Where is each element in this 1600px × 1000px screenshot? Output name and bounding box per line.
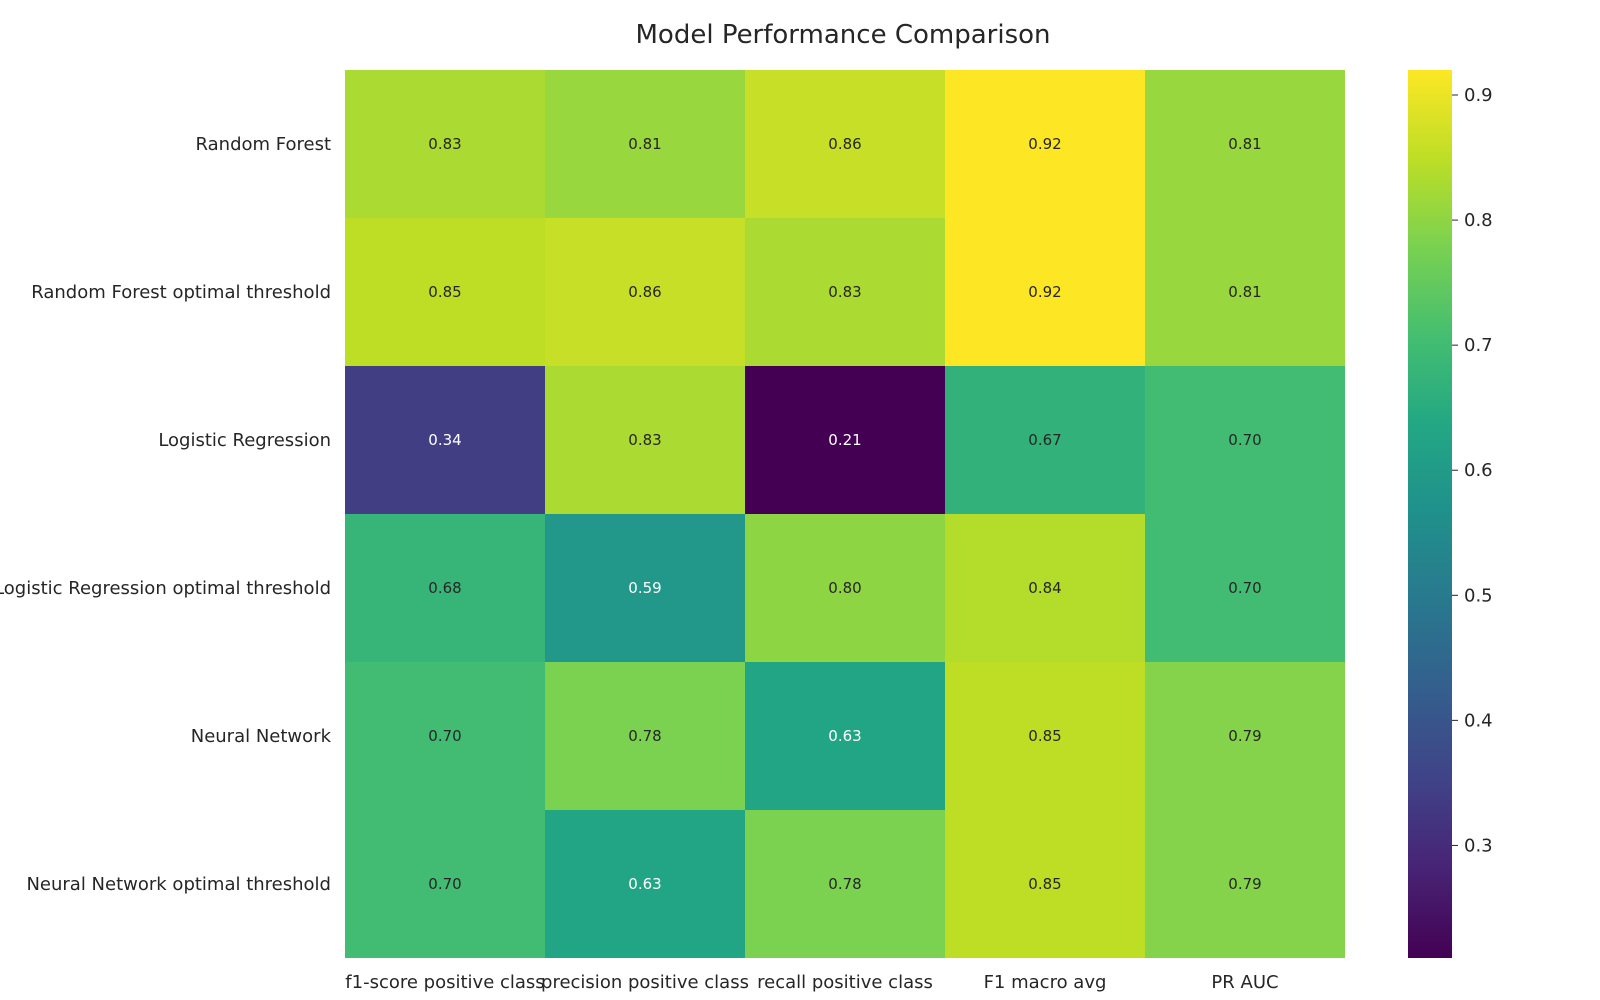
cell-value-label: 0.78 [628, 727, 661, 745]
heatmap-cell [1145, 218, 1345, 366]
heatmap-cell [945, 366, 1145, 514]
cell-value-label: 0.84 [1028, 579, 1061, 597]
heatmap-cell [1145, 514, 1345, 662]
cell-value-label: 0.81 [628, 135, 661, 153]
heatmap-cell [745, 218, 945, 366]
cell-value-label: 0.83 [628, 431, 661, 449]
colorbar-tick-label: 0.9 [1464, 85, 1493, 106]
cell-value-label: 0.21 [828, 431, 861, 449]
heatmap-cell [745, 662, 945, 810]
heatmap-cell [545, 514, 745, 662]
cell-value-label: 0.83 [828, 283, 861, 301]
column-label: recall positive class [757, 972, 933, 993]
heatmap-cell [545, 662, 745, 810]
heatmap-cell [345, 70, 545, 218]
row-label: Logistic Regression [158, 430, 331, 451]
row-labels: Random Forest Random Forest optimal thres… [0, 134, 332, 895]
cell-value-label: 0.92 [1028, 283, 1061, 301]
cell-value-label: 0.81 [1228, 135, 1261, 153]
cell-value-label: 0.70 [1228, 431, 1261, 449]
cell-value-label: 0.78 [828, 875, 861, 893]
heatmap-cell [1145, 366, 1345, 514]
heatmap-cell [945, 218, 1145, 366]
column-label: precision positive class [541, 972, 749, 993]
heatmap-cell [345, 810, 545, 958]
heatmap-cell [545, 70, 745, 218]
cell-value-label: 0.70 [428, 727, 461, 745]
colorbar-tick-label: 0.6 [1464, 460, 1493, 481]
row-label: Neural Network [191, 726, 332, 747]
heatmap-cell [1145, 662, 1345, 810]
cell-value-label: 0.79 [1228, 875, 1261, 893]
colorbar-gradient [1408, 70, 1452, 958]
colorbar: 0.3 0.4 0.5 0.6 0.7 0.8 0.9 [1408, 70, 1493, 958]
heatmap-cells: 0.83 0.81 0.86 0.92 0.81 0.85 0.86 0.83 0.92 0.81… [345, 70, 1345, 958]
heatmap-cell [945, 514, 1145, 662]
heatmap-cell [745, 366, 945, 514]
cell-value-label: 0.80 [828, 579, 861, 597]
cell-value-label: 0.68 [428, 579, 461, 597]
cell-value-label: 0.83 [428, 135, 461, 153]
heatmap-cell [745, 514, 945, 662]
colorbar-tick-label: 0.4 [1464, 710, 1493, 731]
row-label: Random Forest [196, 134, 331, 155]
heatmap-cell [1145, 70, 1345, 218]
column-label: f1-score positive class [345, 972, 544, 993]
cell-value-label: 0.34 [428, 431, 461, 449]
heatmap-cell [945, 70, 1145, 218]
heatmap-cell [945, 810, 1145, 958]
heatmap-cell [545, 810, 745, 958]
heatmap-cell [545, 218, 745, 366]
row-label: Logistic Regression optimal threshold [0, 578, 331, 599]
cell-value-label: 0.59 [628, 579, 661, 597]
row-label: Neural Network optimal threshold [26, 874, 331, 895]
cell-value-label: 0.85 [1028, 875, 1061, 893]
heatmap-cell [345, 662, 545, 810]
heatmap-cell [345, 218, 545, 366]
cell-value-label: 0.85 [428, 283, 461, 301]
cell-value-label: 0.79 [1228, 727, 1261, 745]
heatmap-cell [745, 810, 945, 958]
heatmap-cell [345, 514, 545, 662]
cell-value-label: 0.86 [828, 135, 861, 153]
colorbar-tick-label: 0.5 [1464, 585, 1493, 606]
cell-value-label: 0.81 [1228, 283, 1261, 301]
cell-value-label: 0.67 [1028, 431, 1061, 449]
cell-value-label: 0.70 [428, 875, 461, 893]
colorbar-tick-label: 0.7 [1464, 335, 1493, 356]
colorbar-tick-label: 0.3 [1464, 835, 1493, 856]
cell-value-label: 0.85 [1028, 727, 1061, 745]
heatmap-cell [345, 366, 545, 514]
cell-value-label: 0.63 [628, 875, 661, 893]
cell-value-label: 0.86 [628, 283, 661, 301]
heatmap-cell [745, 70, 945, 218]
colorbar-tick-label: 0.8 [1464, 210, 1493, 231]
heatmap-cell [545, 366, 745, 514]
column-label: PR AUC [1211, 972, 1278, 993]
column-label: F1 macro avg [984, 972, 1107, 993]
heatmap-cell [1145, 810, 1345, 958]
heatmap-cell [945, 662, 1145, 810]
cell-value-label: 0.92 [1028, 135, 1061, 153]
row-label: Random Forest optimal threshold [31, 282, 331, 303]
cell-value-label: 0.63 [828, 727, 861, 745]
chart-title: Model Performance Comparison [635, 20, 1050, 50]
cell-value-label: 0.70 [1228, 579, 1261, 597]
